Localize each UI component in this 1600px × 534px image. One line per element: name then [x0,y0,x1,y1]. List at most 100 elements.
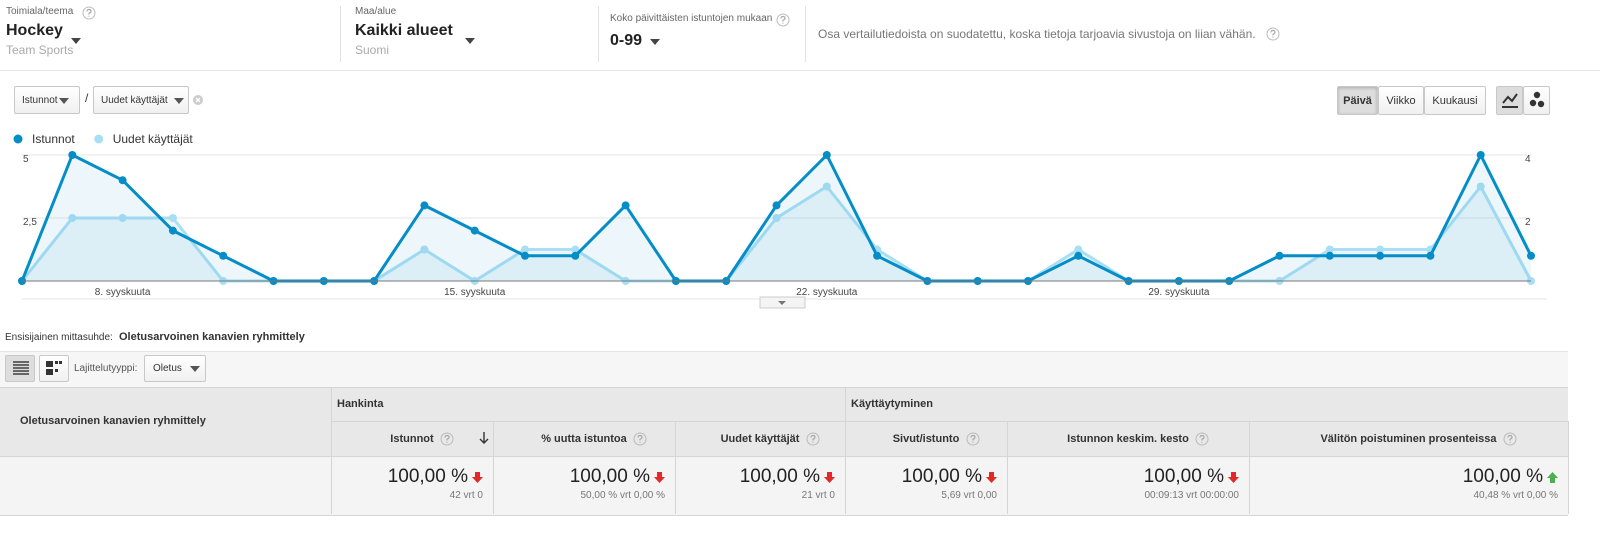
point [1476,151,1485,159]
column-header[interactable]: Istunnot [331,433,493,445]
filter-value[interactable]: Hockey [6,22,63,39]
x-tick-label: 22. syyskuuta [796,287,858,298]
column-line [845,387,846,514]
dots-icon [1529,91,1545,108]
column-header[interactable]: Istunnon keskim. kesto [1007,433,1249,445]
icon [1529,99,1537,107]
metric-value: 100,00 % [569,466,650,487]
metric-text: Istunnot [22,95,58,106]
filter-value[interactable]: Kaikki alueet [355,22,453,39]
divider [0,70,1600,71]
dropdown-caret [59,98,69,104]
help-circle [1266,27,1280,41]
column-name[interactable]: Uudet käyttäjät [720,433,800,445]
collapse-arrow [778,301,786,305]
legend-swatch [13,134,23,144]
trend-arrow [472,472,483,483]
y-tick-label: 5 [23,154,29,165]
sort-label: Lajittelutyyppi: [74,363,138,374]
metric-value: 100,00 % [901,466,982,487]
dropdown-caret [190,366,200,372]
sort-dropdown[interactable]: Oletus [144,355,206,382]
metric-value: 100,00 % [1143,466,1224,487]
point [1275,251,1284,260]
caret [465,38,475,44]
point [1376,245,1385,254]
chart-type-button[interactable] [1496,86,1523,115]
caret [190,366,200,372]
separator [340,6,341,62]
metric-value: 100,00 % [739,466,820,487]
primary-value[interactable]: Oletusarvoinen kanavien ryhmittely [119,331,305,343]
column-line [675,421,676,514]
filter-label: Maa/alue [355,6,397,17]
help-icon [82,6,96,20]
metric-dropdown[interactable]: Istunnot [14,86,80,114]
column-header[interactable]: Uudet käyttäjät [675,433,845,445]
arrow [479,432,489,444]
metric-dropdown[interactable]: Uudet käyttäjät [93,86,189,114]
arrow-down [1228,472,1239,483]
point [420,201,429,210]
chart-type-button[interactable] [1523,86,1550,115]
column-line [331,387,332,514]
view-icon [13,361,29,375]
filter-label: Toimiala/teema [6,6,74,17]
point [772,214,781,222]
help-icon [776,13,790,27]
column-name[interactable]: Välitön poistuminen prosenteissa [1320,433,1497,445]
period-button[interactable]: Kuukausi [1424,86,1486,115]
point [1376,251,1385,260]
view-button[interactable] [39,355,69,382]
point [521,251,529,260]
separator-text: / [85,91,89,105]
help-icon [1503,432,1516,446]
y-tick-label: 2,5 [23,217,37,228]
group-header: Käyttäytyminen [851,398,933,410]
column-line [1568,421,1569,514]
metric-compare: 00:09:13 vrt 00:00:00 [1144,490,1239,501]
point [1074,251,1083,260]
trend-arrow [986,472,997,483]
group-header: Hankinta [337,398,384,410]
caret [71,38,81,44]
period-button[interactable]: Viikko [1378,86,1424,115]
sort-arrow [479,432,489,444]
metric-compare: 40,48 % vrt 0,00 % [1473,490,1559,501]
arrow-down [654,472,665,483]
toolbar [0,351,1568,388]
filter-value[interactable]: 0-99 [610,32,643,49]
help-mark [443,434,450,443]
x-tick-label: 29. syyskuuta [1148,287,1210,298]
y2-tick-label: 4 [1525,154,1531,165]
caret [59,98,69,104]
icon [46,361,53,367]
arrow-down [986,472,997,483]
column-header[interactable]: Sivut/istunto [845,433,1007,445]
column-name[interactable]: % uutta istuntoa [541,433,627,445]
column-name[interactable]: Sivut/istunto [892,433,960,445]
point [772,201,781,210]
column-header[interactable]: Välitön poistuminen prosenteissa [1249,433,1568,445]
help-circle [440,432,453,446]
data-row [0,456,1568,516]
icon [55,361,58,364]
point [873,251,882,260]
column-header[interactable]: % uutta istuntoa [493,433,675,445]
dropdown-caret [650,39,660,45]
column-line [1249,421,1250,514]
point [1325,245,1334,254]
help-mark [969,434,976,443]
x-tick-label: 8. syyskuuta [95,287,151,298]
series-area [22,186,1531,281]
point [571,245,580,254]
column-name[interactable]: Istunnot [390,433,434,445]
help-icon [633,432,647,446]
period-button[interactable]: Päivä [1337,86,1378,115]
point [1476,182,1485,191]
icon [59,361,62,364]
help-mark [1270,29,1276,38]
column-name[interactable]: Istunnon keskim. kesto [1067,433,1189,445]
icon [1533,91,1541,99]
